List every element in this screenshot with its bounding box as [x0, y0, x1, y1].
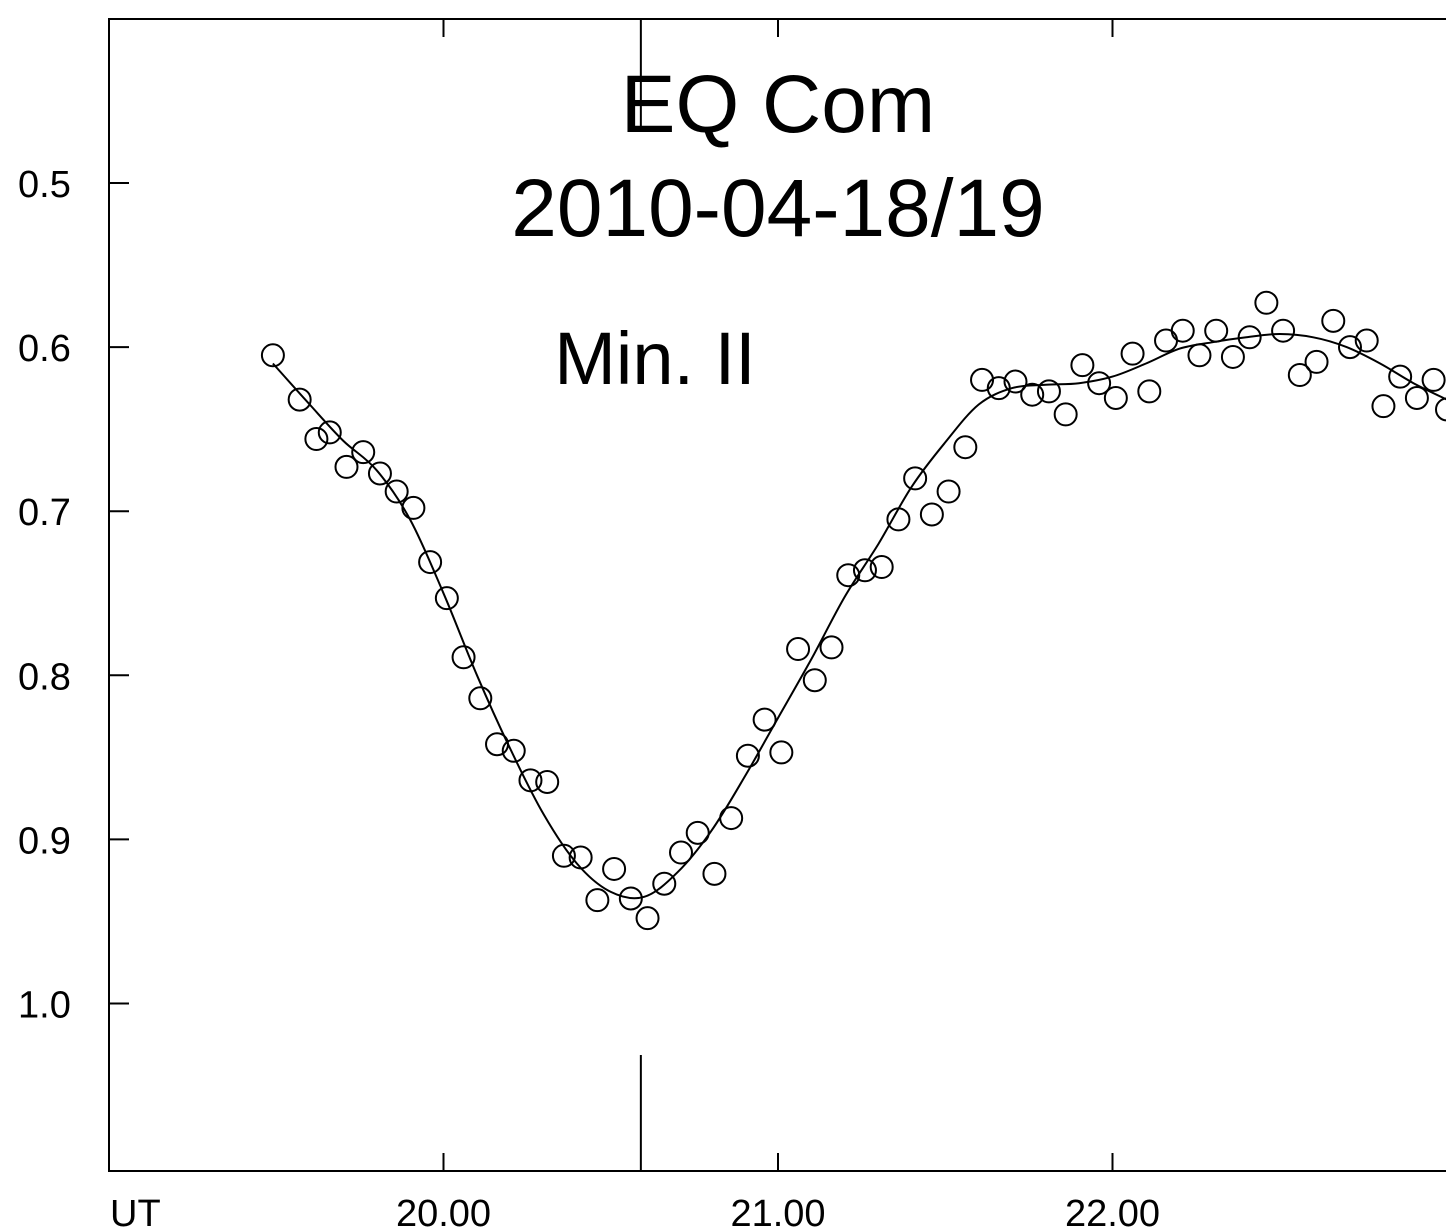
data-point — [970, 367, 995, 392]
data-point — [518, 768, 543, 793]
data-point — [1187, 343, 1212, 368]
x-tick-label: 20.00 — [396, 1193, 491, 1231]
y-tick-label: 0.9 — [18, 820, 71, 862]
data-point — [485, 732, 510, 757]
data-point — [1120, 341, 1145, 366]
x-tick-label: 22.00 — [1065, 1193, 1160, 1231]
data-point — [1020, 382, 1045, 407]
x-axis-label: UT — [110, 1193, 161, 1231]
y-tick-label: 0.5 — [18, 164, 71, 206]
data-point — [367, 461, 392, 486]
x-tick-label: 21.00 — [730, 1193, 825, 1231]
data-point — [434, 586, 459, 611]
data-points — [260, 290, 1446, 931]
data-point — [702, 861, 727, 886]
data-point — [1070, 353, 1095, 378]
data-point — [685, 820, 710, 845]
data-point — [1435, 397, 1446, 422]
data-point — [1388, 364, 1413, 389]
data-point — [1304, 349, 1329, 374]
data-point — [602, 856, 627, 881]
data-point — [384, 479, 409, 504]
data-point — [652, 871, 677, 896]
data-point — [1287, 362, 1312, 387]
data-point — [1087, 371, 1112, 396]
y-tick-label: 0.8 — [18, 656, 71, 698]
data-point — [535, 769, 560, 794]
data-point — [1103, 385, 1128, 410]
data-point — [1154, 328, 1179, 353]
data-point — [635, 906, 660, 931]
data-point — [786, 637, 811, 662]
axis-tick-labels: 20.00 21.00 22.00 0.5 0.6 0.7 0.8 0.9 1.0 — [18, 164, 1160, 1231]
data-point — [1003, 369, 1028, 394]
data-point — [1321, 308, 1346, 333]
data-point — [953, 435, 978, 460]
data-point — [468, 686, 493, 711]
data-point — [836, 563, 861, 588]
data-point — [819, 635, 844, 660]
data-point — [1337, 335, 1362, 360]
data-point — [852, 558, 877, 583]
data-point — [551, 843, 576, 868]
data-point — [351, 440, 376, 465]
data-point — [869, 554, 894, 579]
y-tick-label: 0.7 — [18, 492, 71, 534]
data-point — [752, 707, 777, 732]
data-point — [1220, 344, 1245, 369]
data-point — [936, 479, 961, 504]
data-point — [304, 426, 329, 451]
data-point — [501, 738, 526, 763]
data-point — [886, 507, 911, 532]
data-point — [1421, 367, 1446, 392]
data-point — [1137, 379, 1162, 404]
data-point — [287, 387, 312, 412]
data-point — [618, 886, 643, 911]
data-point — [735, 743, 760, 768]
data-point — [1053, 402, 1078, 427]
data-point — [1371, 394, 1396, 419]
data-point — [1204, 318, 1229, 343]
data-point — [260, 343, 285, 368]
fit-curve — [272, 332, 1446, 900]
y-tick-label: 0.6 — [18, 328, 71, 370]
data-point — [802, 668, 827, 693]
data-point — [919, 502, 944, 527]
data-point — [1170, 318, 1195, 343]
data-point — [1271, 318, 1296, 343]
data-point — [451, 645, 476, 670]
axis-ticks — [109, 19, 1114, 1171]
data-point — [1404, 385, 1429, 410]
plot-frame — [108, 18, 1446, 1172]
data-point — [1254, 290, 1279, 315]
data-point — [1354, 328, 1379, 353]
chart-title-line-2: 2010-04-18/19 — [511, 163, 1044, 254]
data-point — [1237, 325, 1262, 350]
data-point — [668, 840, 693, 865]
chart-title-line-1: EQ Com — [621, 59, 935, 150]
minimum-annotation: Min. II — [554, 317, 755, 400]
data-point — [719, 806, 744, 831]
data-point — [568, 845, 593, 870]
y-tick-label: 1.0 — [18, 985, 71, 1027]
data-point — [317, 420, 342, 445]
data-point — [585, 888, 610, 913]
data-point — [986, 376, 1011, 401]
data-point — [1036, 379, 1061, 404]
data-point — [769, 740, 794, 765]
data-point — [334, 454, 359, 479]
data-point — [401, 495, 426, 520]
data-point — [903, 466, 928, 491]
data-point — [418, 550, 443, 575]
